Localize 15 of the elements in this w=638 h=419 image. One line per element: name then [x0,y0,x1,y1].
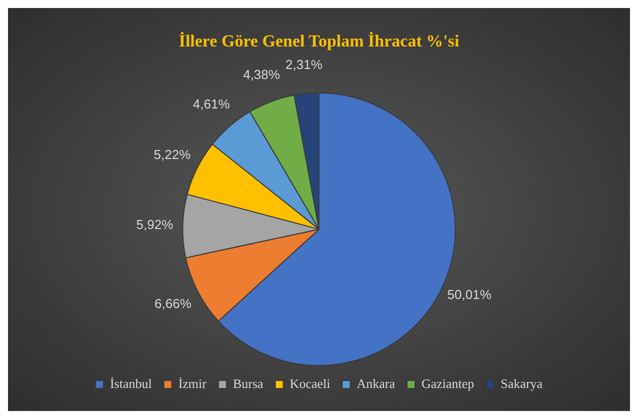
data-label: 4,38% [243,66,280,82]
data-label: 2,31% [286,57,323,72]
chart-title: İllere Göre Genel Toplam İhracat %'si [178,32,460,51]
data-label: 5,22% [154,146,192,162]
legend-label: Sakarya [500,376,543,391]
legend-label: Bursa [232,376,264,391]
legend-label: İzmir [178,376,208,391]
data-label: 5,92% [136,216,174,232]
data-label: 4,61% [192,96,230,112]
data-label: 50,01% [447,287,492,302]
legend-label: İstanbul [110,376,152,391]
legend-label: Gaziantep [421,376,474,391]
data-label: 6,66% [154,296,192,312]
legend-label: Ankara [356,376,396,391]
legend-label: Kocaeli [290,376,331,391]
